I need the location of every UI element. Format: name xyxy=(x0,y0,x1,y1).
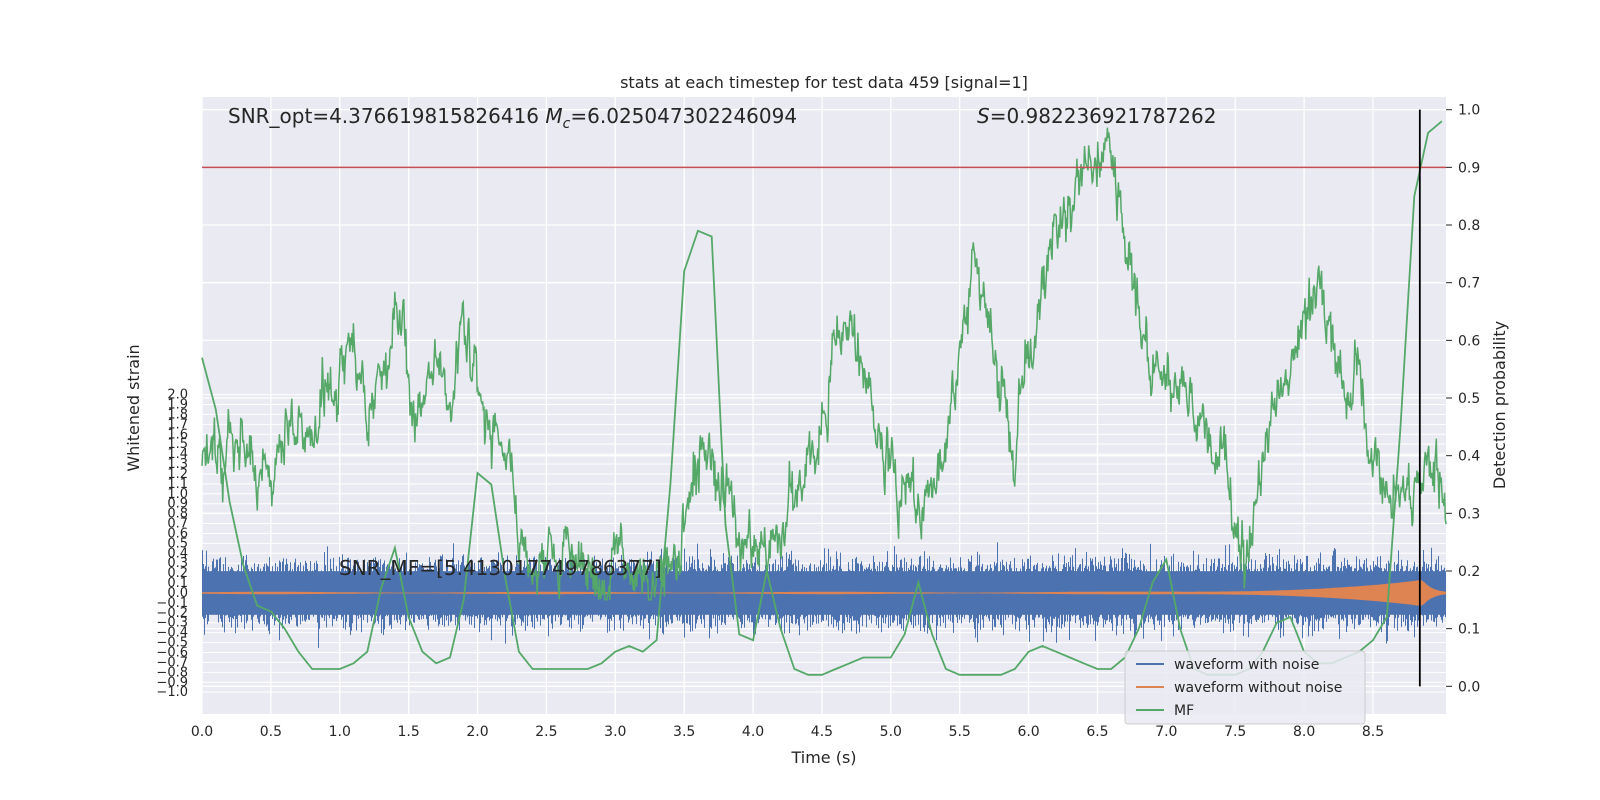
annotation-mc-value: =6.025047302246094 xyxy=(570,104,797,128)
left-tick-label: −0.1 xyxy=(156,596,188,611)
annotation-s-symbol: S xyxy=(977,104,990,128)
annotation-snr-opt: SNR_opt=4.376619815826416 Mc=6.025047302… xyxy=(228,104,797,132)
x-tick-label: 1.5 xyxy=(398,724,420,740)
right-tick-label: 0.4 xyxy=(1458,449,1480,465)
x-tick-label: 7.5 xyxy=(1224,724,1246,740)
right-tick-label: 0.8 xyxy=(1458,218,1480,234)
right-tick-label: 0.1 xyxy=(1458,622,1480,638)
left-tick-label: 0.5 xyxy=(167,536,188,551)
left-tick-label: 0.7 xyxy=(167,517,188,532)
x-tick-label: 6.0 xyxy=(1017,724,1039,740)
left-tick-label: 2.0 xyxy=(167,388,188,403)
legend-entry-signal: waveform without noise xyxy=(1174,680,1342,696)
annotation-s: S=0.982236921787262 xyxy=(977,104,1216,128)
left-axis-ticks: 2.01.91.81.71.61.51.41.31.21.11.00.90.80… xyxy=(156,388,188,701)
left-tick-label: 1.7 xyxy=(167,417,188,432)
x-tick-label: 3.5 xyxy=(673,724,695,740)
left-tick-label: 0.4 xyxy=(167,546,188,561)
left-tick-label: 1.4 xyxy=(167,447,188,462)
x-tick-label: 4.5 xyxy=(811,724,833,740)
detection-probability-line xyxy=(201,127,1447,601)
right-tick-label: 0.0 xyxy=(1458,679,1480,695)
left-tick-label: −0.9 xyxy=(156,675,188,690)
legend: waveform with noise waveform without noi… xyxy=(1124,650,1366,725)
x-tick-label: 3.0 xyxy=(604,724,626,740)
left-tick-label: −0.6 xyxy=(156,645,188,660)
left-tick-label: 0.2 xyxy=(167,566,188,581)
series-waveform-without-noise xyxy=(202,580,1446,606)
right-axis-ticks: 1.0 0.9 0.8 0.7 0.6 0.5 0.4 0.3 0.2 0.1 0.0 xyxy=(1446,103,1480,695)
legend-box xyxy=(1124,650,1366,725)
left-axis-label: Whitened strain xyxy=(124,344,143,471)
x-tick-label: 5.5 xyxy=(949,724,971,740)
left-tick-label: 0.6 xyxy=(167,526,188,541)
left-tick-label: 1.2 xyxy=(167,467,188,482)
right-axis-label: Detection probability xyxy=(1490,321,1509,489)
left-tick-label: 1.5 xyxy=(167,437,188,452)
annotation-mc-symbol: M xyxy=(545,104,562,128)
x-tick-label: 8.0 xyxy=(1293,724,1315,740)
annotation-mc-subscript: c xyxy=(563,116,571,132)
right-tick-label: 0.2 xyxy=(1458,564,1480,580)
left-tick-label: 1.6 xyxy=(167,427,188,442)
x-axis-ticks: 0.0 0.5 1.0 1.5 2.0 2.5 3.0 3.5 4.0 4.5 5.0 5.5 6.0 6… xyxy=(191,724,1384,740)
series-detection-probability xyxy=(201,127,1447,601)
x-tick-label: 4.0 xyxy=(742,724,764,740)
left-tick-label: −0.8 xyxy=(156,665,188,680)
legend-entry-mf: MF xyxy=(1174,703,1194,719)
right-tick-label: 1.0 xyxy=(1458,103,1480,119)
plot-area xyxy=(202,97,1446,714)
right-tick-label: 0.7 xyxy=(1458,276,1480,292)
left-tick-label: 0.3 xyxy=(167,556,188,571)
x-tick-label: 0.5 xyxy=(260,724,282,740)
annotation-snr-mf: SNR_MF=[5.413017749786377] xyxy=(339,556,662,580)
right-tick-label: 0.9 xyxy=(1458,160,1480,176)
left-tick-label: 0.8 xyxy=(167,507,188,522)
left-tick-label: 0.9 xyxy=(167,497,188,512)
x-tick-label: 1.0 xyxy=(329,724,351,740)
x-axis-label: Time (s) xyxy=(790,748,856,767)
left-tick-label: −0.5 xyxy=(156,636,188,651)
left-tick-label: −0.4 xyxy=(156,626,188,641)
left-tick-label: −0.7 xyxy=(156,655,188,670)
signal-envelope xyxy=(202,580,1446,606)
left-tick-label: 0.1 xyxy=(167,576,188,591)
legend-entry-noise: waveform with noise xyxy=(1174,657,1319,673)
chart-title: stats at each timestep for test data 459… xyxy=(620,73,1028,92)
right-tick-label: 0.6 xyxy=(1458,333,1480,349)
left-tick-label: 1.8 xyxy=(167,407,188,422)
left-tick-label: 1.0 xyxy=(167,487,188,502)
x-tick-label: 5.0 xyxy=(880,724,902,740)
annotation-s-value: =0.982236921787262 xyxy=(990,104,1217,128)
x-tick-label: 0.0 xyxy=(191,724,213,740)
left-tick-label: 1.9 xyxy=(167,398,188,413)
x-tick-label: 2.0 xyxy=(466,724,488,740)
right-tick-label: 0.5 xyxy=(1458,391,1480,407)
x-tick-label: 6.5 xyxy=(1086,724,1108,740)
x-tick-label: 8.5 xyxy=(1362,724,1384,740)
left-tick-label: 1.1 xyxy=(167,477,188,492)
annotation-snr-opt-text: SNR_opt=4.376619815826416 xyxy=(228,104,539,128)
left-tick-label: −1.0 xyxy=(156,685,188,700)
right-tick-label: 0.3 xyxy=(1458,506,1480,522)
left-tick-label: −0.2 xyxy=(156,606,188,621)
x-tick-label: 2.5 xyxy=(535,724,557,740)
left-tick-label: 0.0 xyxy=(167,586,188,601)
left-tick-label: 1.3 xyxy=(167,457,188,472)
x-tick-label: 7.0 xyxy=(1155,724,1177,740)
left-tick-label: −0.3 xyxy=(156,616,188,631)
